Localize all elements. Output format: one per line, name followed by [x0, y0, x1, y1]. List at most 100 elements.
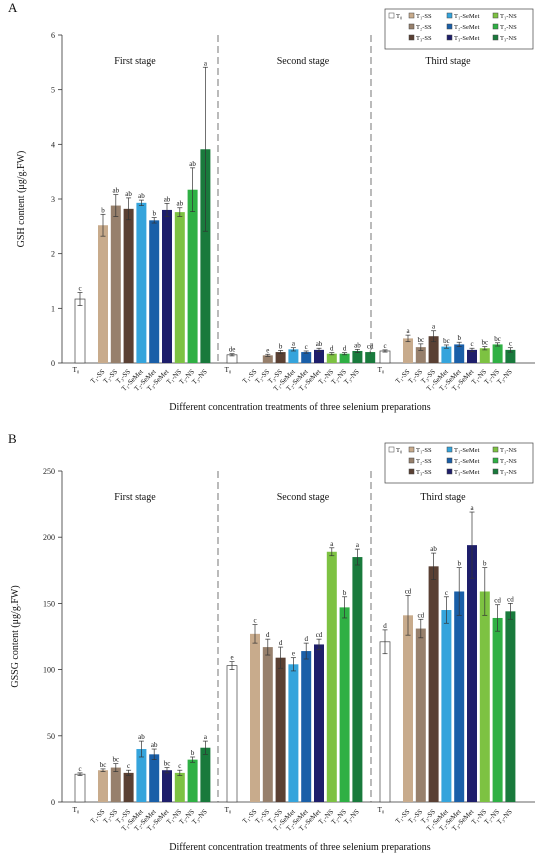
legend-label-T1-SS: T₁-SS: [416, 447, 432, 454]
bar-T1-SeMet: [288, 664, 299, 802]
significance-letter: cd: [507, 595, 514, 603]
category-label: T₃-NS: [190, 808, 208, 826]
y-tick-label: 250: [43, 467, 55, 476]
significance-letter: a: [292, 340, 296, 348]
bar-T1-SeMet: [441, 610, 452, 802]
stage-title: First stage: [114, 492, 156, 503]
significance-letter: bc: [417, 336, 424, 344]
significance-letter: ab: [176, 200, 183, 208]
bar-T3-SS: [123, 772, 134, 802]
bar-T1-NS: [479, 591, 490, 802]
significance-letter: a: [432, 323, 436, 331]
bar-T3-NS: [352, 557, 363, 802]
significance-letter: d: [383, 622, 387, 630]
y-tick-label: 3: [51, 195, 55, 204]
significance-letter: ab: [112, 187, 119, 195]
significance-letter: a: [204, 733, 208, 741]
significance-letter: cd: [494, 597, 501, 605]
significance-letter: c: [178, 762, 181, 770]
legend-swatch-T1-NS: [492, 12, 499, 19]
category-label: T₀: [378, 806, 385, 814]
significance-letter: ab: [125, 190, 132, 198]
significance-letter: b: [152, 210, 156, 218]
bar-T3-SS: [123, 208, 134, 363]
bar-T0: [226, 665, 238, 803]
significance-letter: ab: [138, 733, 145, 741]
bar-T2-NS: [492, 344, 503, 363]
bar-T1-NS: [479, 348, 490, 363]
significance-letter: a: [356, 541, 360, 549]
bar-T2-SS: [110, 205, 121, 363]
bar-extra: [365, 352, 376, 363]
significance-letter: ab: [151, 741, 158, 749]
significance-letter: b: [457, 560, 461, 568]
bar-T1-SS: [403, 338, 413, 363]
bar-T2-NS: [492, 617, 503, 802]
significance-letter: c: [445, 589, 448, 597]
legend-swatch-T0: [388, 446, 395, 453]
bar-T1-SeMet: [288, 349, 299, 363]
significance-letter: d: [343, 345, 347, 353]
category-label: T₃-NS: [190, 368, 208, 386]
significance-letter: bc: [100, 761, 107, 769]
category-label: T₃-NS: [342, 368, 360, 386]
significance-letter: d: [304, 635, 308, 643]
legend-swatch-T3-SeMet: [446, 468, 453, 475]
legend-label-T3-SeMet: T₃-SeMet: [454, 469, 480, 476]
significance-letter: c: [383, 342, 386, 350]
legend-swatch-T0: [388, 12, 395, 19]
legend-swatch-T2-SS: [408, 23, 415, 30]
legend: T₀ T₁-SS T₁-SeMet T₁-NS T₂-SS T₂-SeMet T₂-NS T₃…: [384, 442, 534, 484]
legend-swatch-T3-NS: [492, 34, 499, 41]
significance-letter: d: [279, 639, 283, 647]
significance-letter: c: [253, 617, 256, 625]
legend-label-T2-NS: T₂-NS: [500, 458, 517, 465]
bar-T1-NS: [174, 212, 185, 363]
bar-T0: [74, 773, 86, 803]
significance-letter: cd: [405, 587, 412, 595]
bar-T2-SeMet: [301, 352, 312, 363]
significance-letter: c: [127, 762, 130, 770]
y-axis-title: GSH content (μg/g.FW): [16, 151, 27, 248]
category-label: T₃-NS: [495, 368, 513, 386]
panel-label: A: [8, 0, 18, 15]
y-axis-title: GSSG content (μg/g.FW): [10, 585, 21, 687]
legend-swatch-T3-SS: [408, 34, 415, 41]
bar-T2-NS: [187, 189, 198, 363]
significance-letter: c: [509, 340, 512, 348]
legend-swatch-T2-SeMet: [446, 23, 453, 30]
significance-letter: c: [78, 765, 81, 773]
significance-letter: a: [470, 504, 474, 512]
significance-letter: e: [292, 650, 295, 658]
bar-T3-SS: [275, 657, 286, 802]
bar-T3-SeMet: [314, 349, 324, 363]
y-tick-label: 150: [43, 599, 55, 608]
legend-label-T1-SeMet: T₁-SeMet: [454, 447, 480, 454]
significance-letter: a: [204, 59, 208, 67]
category-label: T₀: [225, 366, 232, 374]
significance-letter: cd: [417, 611, 424, 619]
significance-letter: bc: [112, 756, 119, 764]
bar-T2-SS: [415, 347, 426, 363]
bar-T3-SeMet: [467, 545, 477, 802]
legend-swatch-T2-SeMet: [446, 457, 453, 464]
x-axis-title: Different concentration treatments of th…: [169, 402, 430, 413]
bar-T2-NS: [187, 759, 198, 802]
significance-letter: a: [406, 327, 410, 335]
bar-T1-SS: [98, 225, 108, 363]
legend-label-T1-SeMet: T₁-SeMet: [454, 13, 480, 20]
significance-letter: bc: [164, 760, 171, 768]
significance-letter: ab: [430, 545, 437, 553]
legend-swatch-T1-SeMet: [446, 12, 453, 19]
bar-T1-NS: [326, 551, 337, 802]
bar-T2-SeMet: [301, 651, 312, 802]
legend-label-T1-NS: T₁-NS: [500, 447, 517, 454]
legend-label-T2-SS: T₂-SS: [416, 24, 432, 31]
bar-T3-SeMet: [467, 349, 477, 363]
chart-panel-A: A 0 1 2 3 4 5 6 GSH content (μg/g.FW) Different c…: [8, 0, 535, 413]
legend-swatch-T1-SS: [408, 446, 415, 453]
legend-swatch-T2-SS: [408, 457, 415, 464]
legend-label-T3-NS: T₃-NS: [500, 35, 517, 42]
